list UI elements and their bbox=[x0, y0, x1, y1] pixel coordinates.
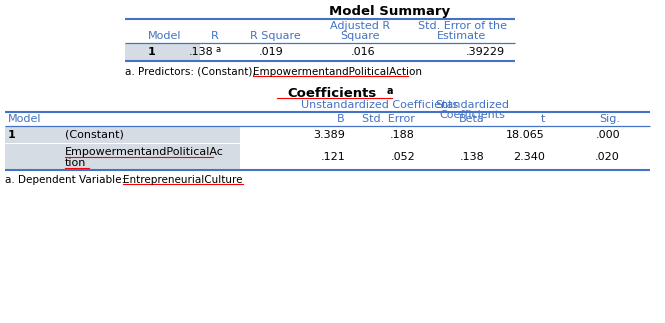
Text: .188: .188 bbox=[390, 130, 415, 140]
Text: t: t bbox=[541, 114, 545, 124]
Text: 1: 1 bbox=[148, 47, 156, 57]
Text: a. Dependent Variable:: a. Dependent Variable: bbox=[5, 175, 128, 185]
Text: Beta: Beta bbox=[459, 114, 485, 124]
Text: EmpowermentandPoliticalAc: EmpowermentandPoliticalAc bbox=[65, 147, 224, 157]
Text: a: a bbox=[215, 46, 220, 55]
Text: .019: .019 bbox=[258, 47, 283, 57]
Text: B: B bbox=[337, 114, 345, 124]
Text: Std. Error: Std. Error bbox=[362, 114, 415, 124]
Text: Model Summary: Model Summary bbox=[329, 5, 451, 18]
Text: Unstandardized Coefficients: Unstandardized Coefficients bbox=[301, 100, 459, 110]
Text: 18.065: 18.065 bbox=[506, 130, 545, 140]
Text: Estimate: Estimate bbox=[438, 31, 487, 41]
Text: a: a bbox=[387, 86, 394, 96]
Text: a. Predictors: (Constant),: a. Predictors: (Constant), bbox=[125, 67, 259, 77]
Text: 1: 1 bbox=[8, 130, 16, 140]
Text: Coefficients: Coefficients bbox=[439, 110, 505, 120]
Text: (Constant): (Constant) bbox=[65, 130, 124, 140]
Text: Coefficients: Coefficients bbox=[287, 87, 376, 100]
Text: 3.389: 3.389 bbox=[313, 130, 345, 140]
Text: tion: tion bbox=[65, 158, 86, 168]
Bar bbox=[125, 43, 200, 61]
Text: .016: .016 bbox=[350, 47, 375, 57]
Text: .138: .138 bbox=[190, 47, 214, 57]
Text: Std. Error of the: Std. Error of the bbox=[418, 21, 507, 31]
Text: Model: Model bbox=[148, 31, 182, 41]
Text: R: R bbox=[211, 31, 219, 41]
Text: .000: .000 bbox=[595, 130, 620, 140]
Text: Sig.: Sig. bbox=[599, 114, 620, 124]
Bar bbox=[5, 144, 240, 170]
Text: Square: Square bbox=[340, 31, 380, 41]
Text: .121: .121 bbox=[321, 152, 345, 162]
Text: Model: Model bbox=[8, 114, 41, 124]
Text: .052: .052 bbox=[390, 152, 415, 162]
Text: Standardized: Standardized bbox=[435, 100, 509, 110]
Text: EntrepreneurialCulture: EntrepreneurialCulture bbox=[123, 175, 243, 185]
Text: .020: .020 bbox=[595, 152, 620, 162]
Text: EmpowermentandPoliticalAction: EmpowermentandPoliticalAction bbox=[253, 67, 422, 77]
Bar bbox=[5, 126, 240, 143]
Text: 2.340: 2.340 bbox=[513, 152, 545, 162]
Text: .138: .138 bbox=[460, 152, 484, 162]
Text: .39229: .39229 bbox=[466, 47, 505, 57]
Text: R Square: R Square bbox=[249, 31, 301, 41]
Text: Adjusted R: Adjusted R bbox=[330, 21, 390, 31]
